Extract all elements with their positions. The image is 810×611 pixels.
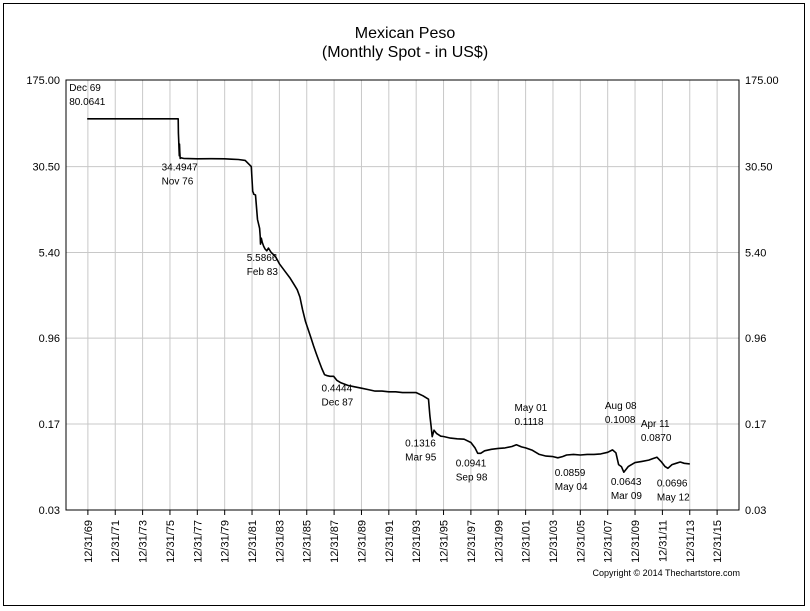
chart-subtitle: (Monthly Spot - in US$) bbox=[322, 44, 488, 61]
x-tick-label: 12/31/15 bbox=[712, 520, 724, 563]
y-tick-label-right: 5.40 bbox=[745, 247, 766, 259]
x-tick-label: 12/31/95 bbox=[439, 520, 451, 563]
y-tick-label-right: 0.03 bbox=[745, 505, 766, 517]
y-tick-label-left: 5.40 bbox=[39, 247, 60, 259]
x-tick-label: 12/31/91 bbox=[384, 520, 396, 563]
y-tick-label-left: 0.96 bbox=[39, 333, 60, 345]
y-tick-label-left: 0.03 bbox=[39, 505, 60, 517]
annotations-layer: Dec 69 80.0641 34.4947 Nov 76 5.5866 Feb 83 0.… bbox=[69, 83, 690, 503]
x-tick-label: 12/31/69 bbox=[83, 520, 95, 563]
annotation-date: Dec 69 bbox=[69, 83, 101, 94]
annotation-value: 0.0941 bbox=[456, 458, 487, 469]
annotation-date: Sep 98 bbox=[456, 472, 488, 483]
x-tick-label: 12/31/89 bbox=[356, 520, 368, 563]
annotation-date: Nov 76 bbox=[162, 177, 194, 188]
annotation-value: 0.0870 bbox=[641, 433, 672, 444]
x-tick-label: 12/31/07 bbox=[603, 520, 615, 563]
annotation-value: 0.0696 bbox=[657, 478, 688, 489]
annotation-value: 5.5866 bbox=[247, 253, 278, 264]
x-tick-label: 12/31/75 bbox=[165, 520, 177, 563]
y-tick-label-right: 0.17 bbox=[745, 419, 766, 431]
x-tick-label: 12/31/79 bbox=[220, 520, 232, 563]
x-axis: 12/31/69 12/31/71 12/31/73 12/31/75 12/31/77… bbox=[83, 510, 724, 563]
y-tick-label-right: 0.96 bbox=[745, 333, 766, 345]
series-line-mexican-peso bbox=[87, 118, 690, 473]
x-tick-label: 12/31/13 bbox=[685, 520, 697, 563]
x-tick-label: 12/31/87 bbox=[329, 520, 341, 563]
annotation-value: 0.0859 bbox=[555, 468, 586, 479]
annotation-value: 0.0643 bbox=[611, 477, 642, 488]
x-tick-label: 12/31/93 bbox=[411, 520, 423, 563]
x-tick-label: 12/31/83 bbox=[274, 520, 286, 563]
annotation-date: Apr 11 bbox=[641, 419, 670, 430]
y-axis-right: 175.00 30.50 5.40 0.96 0.17 0.03 bbox=[745, 75, 779, 517]
annotation-date: Mar 95 bbox=[405, 453, 437, 464]
annotation-value: 0.1316 bbox=[405, 439, 436, 450]
y-tick-label-left: 175.00 bbox=[26, 75, 60, 87]
x-tick-label: 12/31/09 bbox=[630, 520, 642, 563]
annotation-date: Feb 83 bbox=[247, 267, 279, 278]
annotation-value: 34.4947 bbox=[162, 163, 199, 174]
annotation-value: 0.4444 bbox=[322, 383, 353, 394]
y-tick-label-left: 0.17 bbox=[39, 419, 60, 431]
x-tick-label: 12/31/73 bbox=[138, 520, 150, 563]
chart-frame bbox=[3, 3, 805, 606]
x-tick-label: 12/31/01 bbox=[521, 520, 533, 563]
copyright-text: Copyright © 2014 Thechartstore.com bbox=[592, 568, 740, 578]
y-tick-label-right: 30.50 bbox=[745, 162, 773, 174]
annotation-date: Aug 08 bbox=[605, 401, 637, 412]
annotation-date: May 04 bbox=[555, 482, 588, 493]
x-tick-label: 12/31/81 bbox=[247, 520, 259, 563]
plot-area bbox=[65, 79, 740, 511]
annotation-date: May 12 bbox=[657, 492, 690, 503]
y-tick-label-left: 30.50 bbox=[32, 162, 60, 174]
y-tick-label-right: 175.00 bbox=[745, 75, 779, 87]
series-layer bbox=[87, 118, 690, 473]
annotation-value: 0.1008 bbox=[605, 415, 636, 426]
x-tick-label: 12/31/71 bbox=[110, 520, 122, 563]
gridlines bbox=[66, 79, 739, 511]
x-tick-label: 12/31/77 bbox=[192, 520, 204, 563]
annotation-value: 0.1118 bbox=[514, 417, 544, 428]
x-tick-label: 12/31/85 bbox=[302, 520, 314, 563]
chart-title: Mexican Peso bbox=[355, 25, 456, 42]
x-tick-label: 12/31/97 bbox=[466, 520, 478, 563]
x-tick-label: 12/31/99 bbox=[493, 520, 505, 563]
annotation-date: Dec 87 bbox=[322, 397, 354, 408]
x-tick-label: 12/31/11 bbox=[657, 520, 669, 562]
x-tick-label: 12/31/03 bbox=[548, 520, 560, 563]
annotation-date: May 01 bbox=[514, 403, 547, 414]
x-tick-label: 12/31/05 bbox=[575, 520, 587, 563]
annotation-value: 80.0641 bbox=[69, 97, 106, 108]
y-axis-left: 175.00 30.50 5.40 0.96 0.17 0.03 bbox=[26, 75, 60, 517]
annotation-date: Mar 09 bbox=[611, 491, 643, 502]
